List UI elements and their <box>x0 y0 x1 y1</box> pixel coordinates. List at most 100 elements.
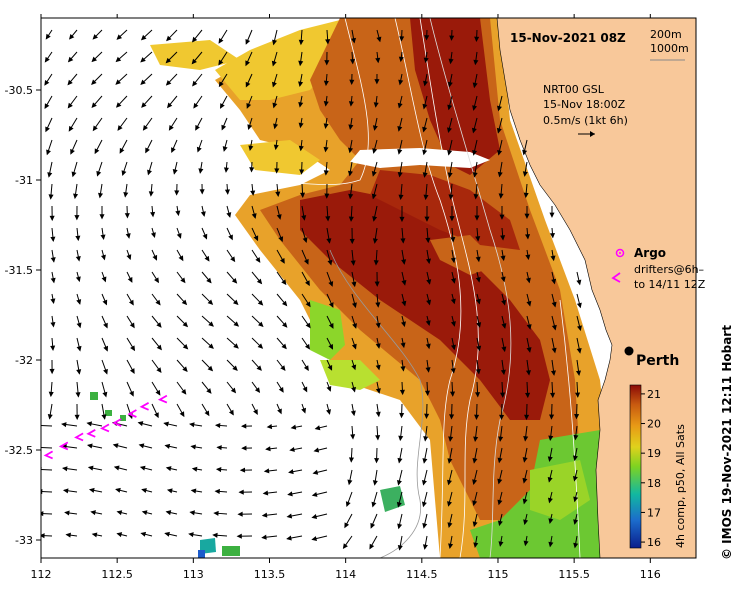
current-arrowhead <box>398 79 404 86</box>
current-arrowhead <box>61 466 68 472</box>
current-arrowhead <box>450 321 456 327</box>
current-arrowhead <box>278 386 284 393</box>
current-arrowhead <box>348 101 354 107</box>
current-arrowhead <box>475 236 481 242</box>
current-arrowhead <box>130 345 136 352</box>
colorbar-tick-label: 18 <box>647 477 661 490</box>
current-arrowhead <box>44 103 50 110</box>
current-arrowhead <box>351 386 356 393</box>
current-arrowhead <box>448 436 454 442</box>
current-arrowhead <box>123 192 129 198</box>
current-arrowhead <box>348 124 354 131</box>
current-arrowhead <box>272 102 278 109</box>
current-arrow <box>41 469 53 471</box>
current-arrowhead <box>313 447 320 453</box>
drifter-position <box>157 394 168 404</box>
current-arrowhead <box>154 277 159 284</box>
current-arrowhead <box>328 281 334 287</box>
current-arrowhead <box>266 424 273 430</box>
current-arrowhead <box>496 127 502 134</box>
current-arrowhead <box>91 532 98 538</box>
colorbar-tick-label: 16 <box>647 536 661 549</box>
current-arrowhead <box>200 211 206 217</box>
current-arrowhead <box>450 298 456 305</box>
current-arrowhead <box>180 277 186 284</box>
current-arrowhead <box>325 216 331 222</box>
current-arrowhead <box>576 279 582 286</box>
current-arrowhead <box>128 299 134 306</box>
current-arrowhead <box>223 167 229 173</box>
current-arrowhead <box>141 102 147 108</box>
current-arrowhead <box>113 465 120 471</box>
current-arrowhead <box>287 491 293 497</box>
current-arrow <box>41 425 53 427</box>
current-arrowhead <box>298 81 304 87</box>
current-arrowhead <box>271 81 277 88</box>
current-arrowhead <box>246 103 252 109</box>
current-arrowhead <box>88 487 95 493</box>
current-arrowhead <box>298 60 304 67</box>
current-arrowhead <box>251 213 257 219</box>
current-arrowhead <box>75 235 81 242</box>
x-tick-label: 112 <box>31 568 52 581</box>
current-arrowhead <box>281 343 287 350</box>
current-arrowhead <box>425 258 431 265</box>
current-arrowhead <box>396 501 402 508</box>
current-arrowhead <box>450 257 456 264</box>
current-arrowhead <box>349 58 356 65</box>
current-arrowhead <box>350 410 356 417</box>
current-arrowhead <box>301 215 307 221</box>
current-arrowhead <box>176 233 182 239</box>
colorbar-tick-label: 20 <box>647 418 661 431</box>
current-arrowhead <box>232 365 238 371</box>
current-arrowhead <box>448 543 454 549</box>
current-arrowhead <box>119 147 125 154</box>
current-arrowhead <box>372 125 378 131</box>
current-arrowhead <box>86 443 93 449</box>
current-arrowhead <box>375 435 381 441</box>
current-arrowhead <box>497 520 503 527</box>
current-arrowhead <box>474 215 480 221</box>
current-arrowhead <box>447 127 452 134</box>
current-arrowhead <box>129 322 135 329</box>
current-arrowhead <box>76 322 82 329</box>
current-arrowhead <box>140 79 146 86</box>
current-arrowhead <box>278 236 284 243</box>
current-arrowhead <box>61 422 67 428</box>
current-arrowhead <box>304 343 311 350</box>
current-arrowhead <box>422 523 428 529</box>
current-arrowhead <box>472 521 478 528</box>
current-arrowhead <box>156 344 162 351</box>
current-arrowhead <box>218 81 224 88</box>
current-arrowhead <box>424 413 430 420</box>
current-arrowhead <box>551 324 557 331</box>
current-arrowhead <box>351 343 357 350</box>
current-arrowhead <box>171 147 176 154</box>
current-arrowhead <box>550 370 556 376</box>
current-arrowhead <box>156 367 162 374</box>
current-arrowhead <box>351 281 357 288</box>
current-arrowhead <box>87 465 94 471</box>
current-arrowhead <box>250 190 256 196</box>
current-arrowhead <box>65 532 71 538</box>
current-arrowhead <box>103 322 108 329</box>
current-arrowhead <box>142 125 148 131</box>
current-arrowhead <box>277 408 282 415</box>
current-arrowhead <box>497 171 503 178</box>
current-arrowhead <box>115 487 121 493</box>
current-arrowhead <box>401 300 407 307</box>
current-arrowhead <box>50 321 56 328</box>
current-arrowhead <box>573 496 579 503</box>
current-arrowhead <box>575 392 581 398</box>
current-arrowhead <box>238 489 244 495</box>
x-tick-label: 114.5 <box>406 568 438 581</box>
x-tick-label: 115 <box>487 568 508 581</box>
current-arrowhead <box>547 456 553 462</box>
current-arrowhead <box>447 149 453 156</box>
current-arrowhead <box>450 344 456 351</box>
current-arrowhead <box>152 254 158 261</box>
current-arrowhead <box>257 343 264 349</box>
current-arrowhead <box>328 323 334 329</box>
current-arrowhead <box>475 276 481 283</box>
current-arrowhead <box>451 278 456 284</box>
